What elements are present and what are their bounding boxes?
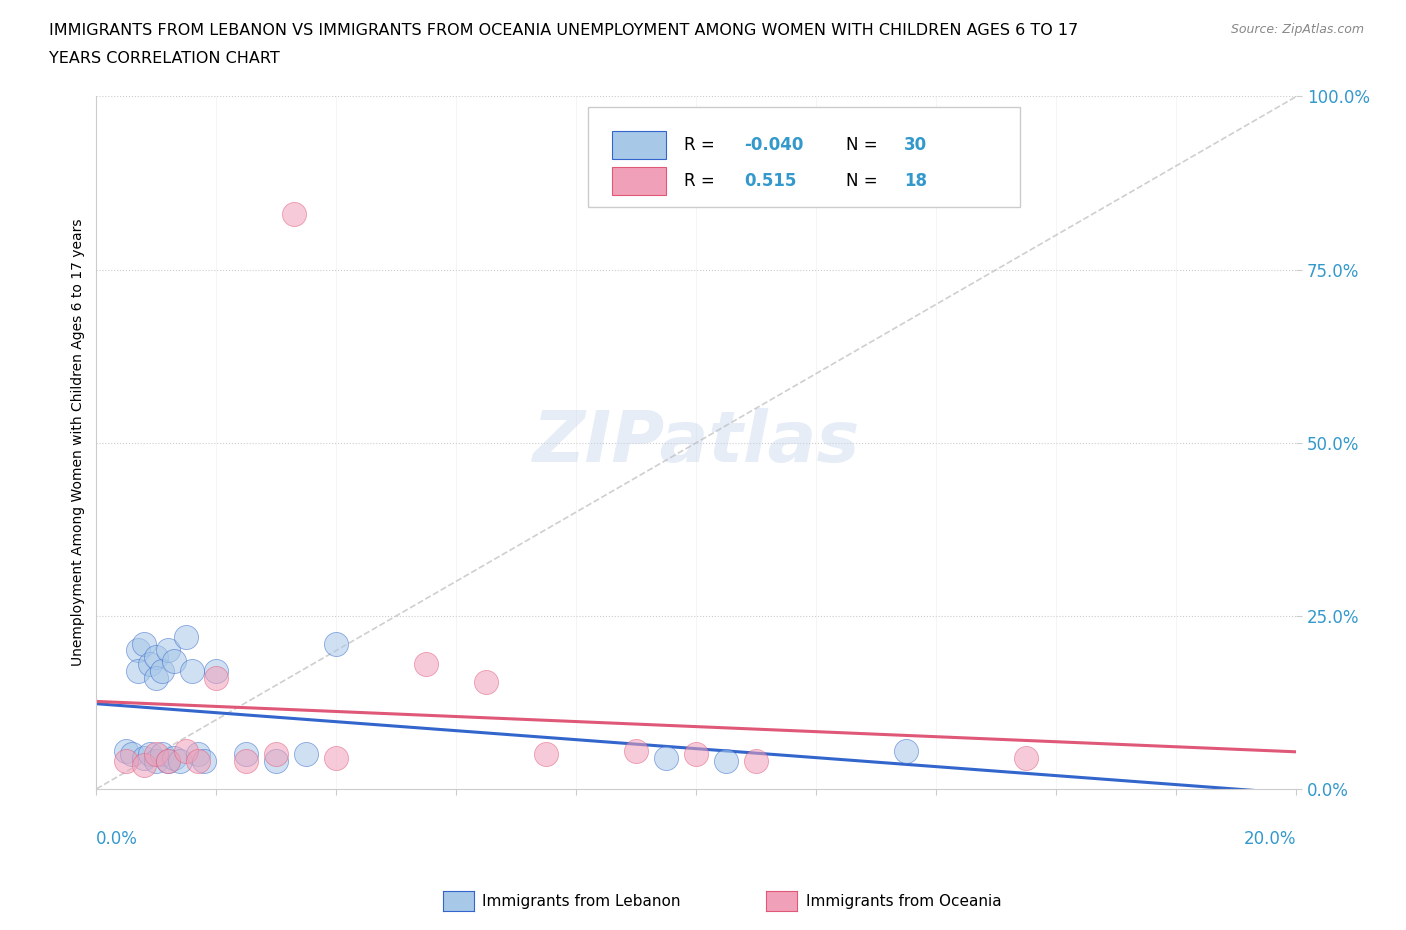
Text: Source: ZipAtlas.com: Source: ZipAtlas.com [1230,23,1364,36]
Point [139,657,162,671]
Point [169,754,191,769]
Point [205,664,228,679]
Point [134,636,156,651]
FancyBboxPatch shape [588,107,1021,207]
Point [145,671,167,685]
Text: IMMIGRANTS FROM LEBANON VS IMMIGRANTS FROM OCEANIA UNEMPLOYMENT AMONG WOMEN WITH: IMMIGRANTS FROM LEBANON VS IMMIGRANTS FR… [49,23,1078,38]
Point [176,743,198,758]
Point [187,747,209,762]
Point [157,754,180,769]
Point [655,751,678,765]
Point [266,747,288,762]
Text: 30: 30 [904,136,927,153]
Text: R =: R = [685,172,720,190]
Point [150,664,173,679]
Point [475,674,498,689]
Point [181,664,204,679]
Point [1015,751,1038,765]
Point [193,754,215,769]
Text: N =: N = [846,172,883,190]
Point [145,747,167,762]
Y-axis label: Unemployment Among Women with Children Ages 6 to 17 years: Unemployment Among Women with Children A… [72,219,86,667]
Point [716,754,738,769]
Point [325,751,347,765]
Point [134,757,156,772]
Point [626,743,648,758]
Text: YEARS CORRELATION CHART: YEARS CORRELATION CHART [49,51,280,66]
Point [205,671,228,685]
Text: ZIPatlas: ZIPatlas [533,408,860,477]
Point [235,747,257,762]
Point [415,657,437,671]
Point [536,747,558,762]
Point [127,643,149,658]
Point [163,654,186,669]
Point [266,754,288,769]
Text: 0.515: 0.515 [744,172,797,190]
Point [187,754,209,769]
Point [121,747,143,762]
Point [115,754,138,769]
Text: 0.0%: 0.0% [97,830,138,848]
Point [685,747,707,762]
Point [145,754,167,769]
Text: -0.040: -0.040 [744,136,804,153]
Point [139,747,162,762]
Point [115,743,138,758]
Point [325,636,347,651]
Point [145,650,167,665]
Text: N =: N = [846,136,883,153]
Point [150,747,173,762]
Text: 20.0%: 20.0% [1244,830,1296,848]
Text: Immigrants from Oceania: Immigrants from Oceania [806,894,1001,909]
Text: 18: 18 [904,172,927,190]
Point [896,743,918,758]
Point [745,754,768,769]
Text: R =: R = [685,136,720,153]
Point [127,664,149,679]
Point [157,754,180,769]
Point [163,751,186,765]
Point [157,643,180,658]
FancyBboxPatch shape [613,167,666,194]
Point [134,751,156,765]
Point [283,206,305,221]
FancyBboxPatch shape [613,131,666,159]
Point [176,629,198,644]
Point [295,747,318,762]
Text: Immigrants from Lebanon: Immigrants from Lebanon [482,894,681,909]
Point [235,754,257,769]
